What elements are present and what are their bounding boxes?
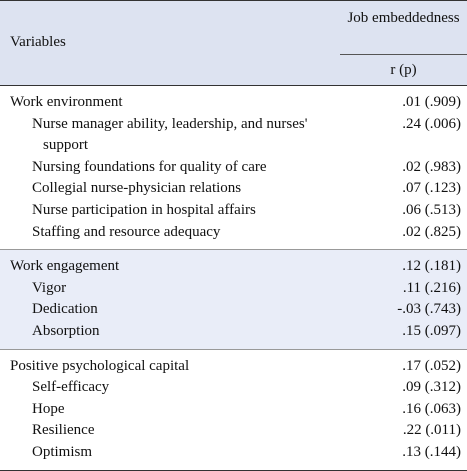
item-label: Vigor [32,279,67,296]
item-value: .16 (.063) [402,400,461,417]
item-label: Nursing foundations for quality of care [32,158,267,175]
row-group: Work environment .01 (.909) Nurse manager … [0,86,467,251]
item-row: Resilience .22 (.011) [0,420,467,442]
item-value: .02 (.983) [402,158,461,175]
item-label: Optimism [32,443,93,460]
group-row: Work engagement .12 (.181) [0,256,467,278]
item-row: Optimism .13 (.144) [0,442,467,464]
item-label: Absorption [32,322,100,339]
group-row: Positive psychological capital .17 (.052) [0,356,467,378]
item-label: Self-efficacy [32,379,110,396]
item-row: Self-efficacy .09 (.312) [0,377,467,399]
table-body: Work environment .01 (.909) Nurse manager … [0,86,467,471]
group-value: .17 (.052) [402,357,461,374]
item-label: Resilience [32,422,95,439]
item-row: Nurse participation in hospital affairs.… [0,200,467,222]
item-row: Absorption .15 (.097) [0,321,467,343]
item-row: Staffing and resource adequacy .02 (.825) [0,222,467,244]
item-value: .09 (.312) [402,379,461,396]
item-value: .24 (.006) [402,115,461,132]
item-row: Nurse manager ability, leadership, and n… [0,114,467,157]
header-rule [340,54,467,55]
item-label: Dedication [32,301,98,318]
item-value: .11 (.216) [402,279,461,296]
item-row: Nursing foundations for quality of care.… [0,157,467,179]
group-label: Work engagement [10,258,120,275]
item-value: .07 (.123) [402,180,461,197]
item-row: Hope .16 (.063) [0,399,467,421]
item-label: Nurse manager ability, leadership, and n… [32,115,308,154]
item-row: Collegial nurse-physician relations .07 (… [0,178,467,200]
item-label: Staffing and resource adequacy [32,223,221,240]
table-header: Variables Job embeddedness r (p) [0,1,467,86]
group-value: .12 (.181) [402,258,461,275]
group-row: Work environment .01 (.909) [0,92,467,114]
header-subcolumn: r (p) [390,62,417,78]
row-group: Positive psychological capital .17 (.052)… [0,350,467,471]
item-value: .15 (.097) [402,322,461,339]
item-label: Hope [32,400,65,417]
header-column: Job embeddedness [347,10,460,26]
item-label: Collegial nurse-physician relations [32,180,242,197]
group-value: .01 (.909) [402,94,461,110]
item-value: .13 (.144) [402,443,461,460]
item-label: Nurse participation in hospital affairs [32,201,256,218]
item-value: .22 (.011) [402,422,461,439]
header-variables: Variables [10,34,66,50]
row-group: Work engagement .12 (.181) Vigor .11 (.216)… [0,250,467,350]
item-value: .02 (.825) [402,223,461,240]
item-row: Dedication -.03 (.743) [0,299,467,321]
group-label: Positive psychological capital [10,357,190,374]
item-value: -.03 (.743) [397,301,461,318]
group-label: Work environment [10,94,123,110]
item-value: .06 (.513) [402,201,461,218]
item-row: Vigor .11 (.216) [0,278,467,300]
